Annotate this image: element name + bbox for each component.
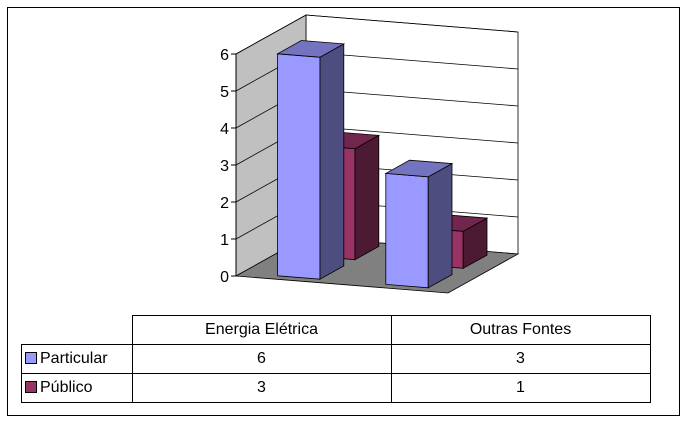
y-tick-label: 0 (220, 269, 229, 286)
y-tick-label: 1 (220, 232, 229, 249)
series-name: Particular (40, 350, 108, 367)
bar-0-1 (384, 159, 454, 289)
series-name: Público (40, 379, 93, 396)
bar-side (354, 134, 380, 261)
data-table-row: Particular 6 3 (21, 344, 651, 374)
bar-front (277, 53, 321, 280)
legend-key-particular (25, 351, 37, 364)
y-tick-label: 5 (220, 84, 229, 101)
bar-top (276, 40, 346, 58)
legend-key-publico (25, 380, 37, 393)
bar-front (385, 172, 429, 289)
y-tick-label: 4 (220, 121, 229, 138)
gridline (235, 14, 519, 55)
series-label-cell: Público (21, 373, 133, 403)
y-tick-label: 2 (220, 195, 229, 212)
y-tick-label: 3 (220, 158, 229, 175)
chart-frame (7, 7, 680, 416)
data-cell: 3 (390, 344, 651, 374)
bar-0-0 (276, 40, 346, 280)
bar-top (384, 159, 454, 178)
data-table: Energia Elétrica Outras Fontes Particula… (21, 315, 651, 403)
series-label-cell: Particular (21, 344, 133, 374)
data-table-row: Público 3 1 (21, 373, 651, 403)
bar-side (427, 162, 453, 289)
data-table-corner (21, 315, 133, 345)
data-cell: 1 (390, 373, 651, 403)
bar-side (319, 43, 345, 280)
category-header: Energia Elétrica (131, 315, 392, 345)
data-table-header-row: Energia Elétrica Outras Fontes (21, 315, 651, 345)
category-header: Outras Fontes (390, 315, 651, 345)
data-cell: 6 (131, 344, 392, 374)
y-tick-label: 6 (220, 47, 229, 64)
data-cell: 3 (131, 373, 392, 403)
